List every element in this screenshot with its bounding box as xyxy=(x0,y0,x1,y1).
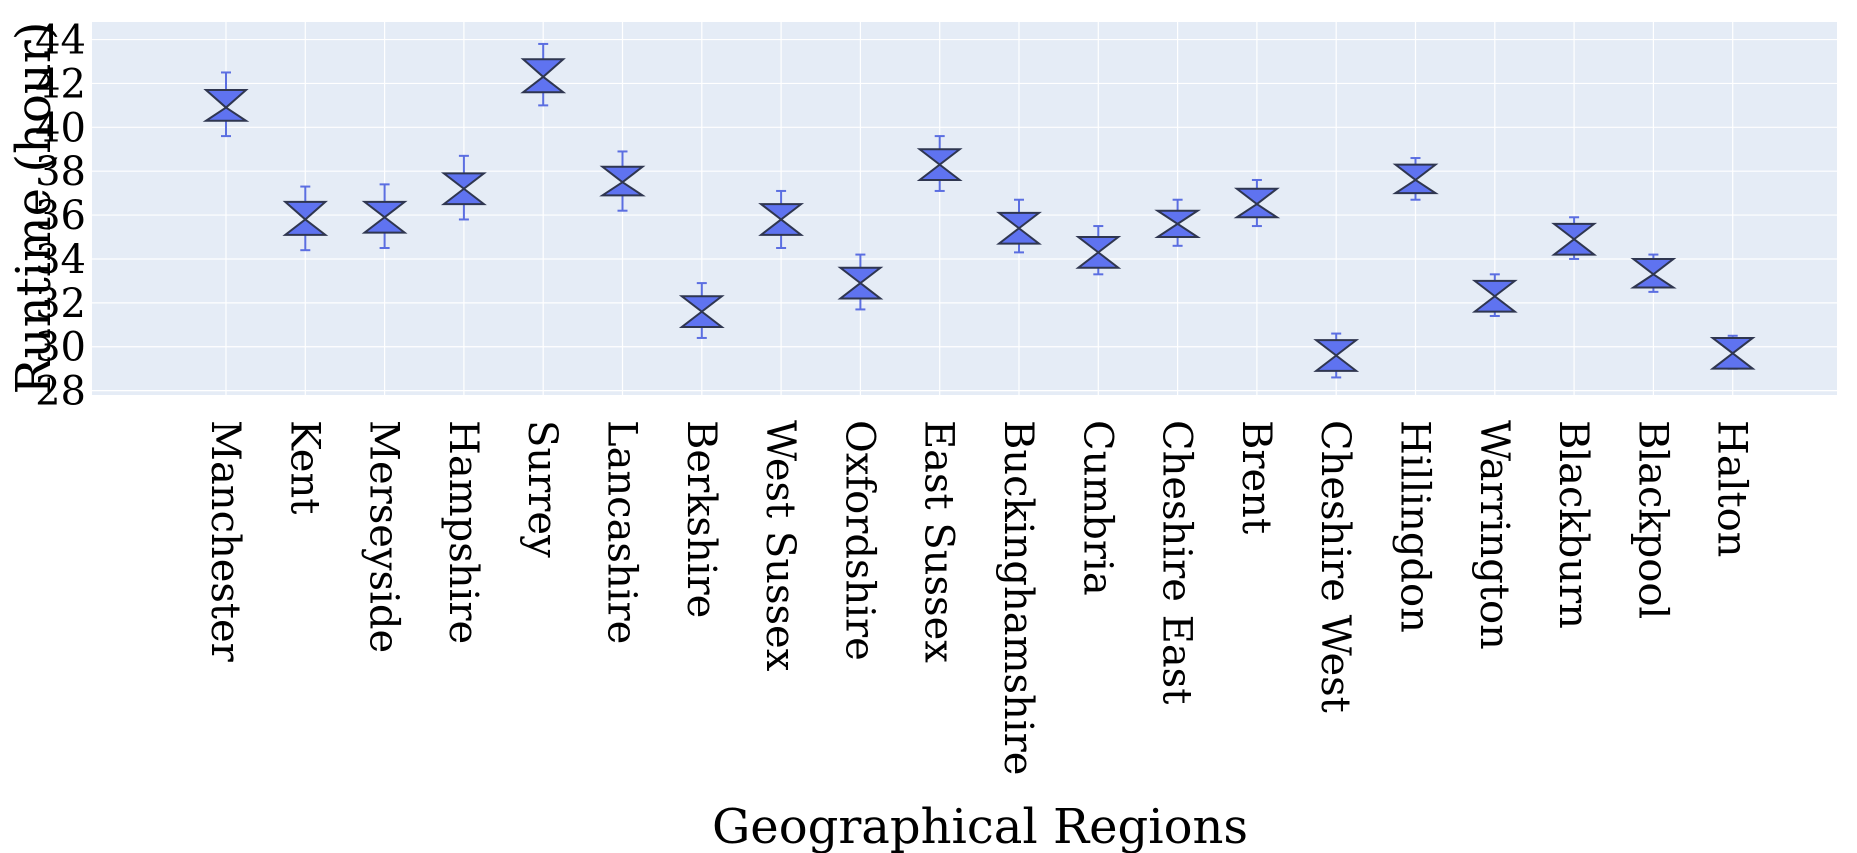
notched-box xyxy=(520,58,567,94)
x-tick-label: Berkshire xyxy=(678,420,724,618)
x-tick-label: Warrington xyxy=(1471,420,1517,650)
box-manchester xyxy=(202,71,250,138)
x-tick-label: Surrey xyxy=(519,420,565,558)
x-tick-label: Merseyside xyxy=(361,420,407,653)
notched-box xyxy=(837,266,884,300)
notched-box xyxy=(202,89,250,122)
notched-box xyxy=(599,165,646,197)
box-cheshire-east xyxy=(1154,198,1201,247)
box-halton xyxy=(1709,334,1756,370)
notched-box xyxy=(440,172,487,206)
notched-box xyxy=(996,211,1042,245)
x-tick-label: Cheshire West xyxy=(1312,420,1358,713)
x-tick-label: Hillingdon xyxy=(1392,420,1438,633)
x-axis-label: Geographical Regions xyxy=(712,799,1248,853)
x-tick-label: Blackburn xyxy=(1550,420,1596,629)
x-tick-label: Kent xyxy=(281,420,327,514)
box-west-sussex xyxy=(758,189,805,249)
x-tick-label: West Sussex xyxy=(757,420,803,672)
y-tick-label: 34 xyxy=(35,237,86,283)
x-tick-label: Buckinghamshire xyxy=(995,420,1041,775)
box-hampshire xyxy=(440,154,487,221)
box-kent xyxy=(282,185,329,252)
box-merseyside xyxy=(361,183,408,249)
x-tick-label: Cumbria xyxy=(1074,420,1120,596)
box-surrey xyxy=(520,42,567,107)
y-tick-label: 32 xyxy=(35,281,86,327)
y-axis-label: Runtime (hour) xyxy=(6,22,62,395)
box-warrington xyxy=(1471,273,1518,318)
box-cumbria xyxy=(1075,225,1122,276)
x-tick-label: East Sussex xyxy=(916,420,962,663)
notched-box xyxy=(1313,339,1360,372)
notched-box xyxy=(1471,279,1518,313)
box-cheshire-west xyxy=(1313,332,1360,379)
x-tick-label: Oxfordshire xyxy=(836,420,882,661)
box-blackburn xyxy=(1551,216,1598,260)
x-axis-ticks: Manchester Kent Merseyside Hampshire Surrey L… xyxy=(202,420,1755,775)
box-east-sussex xyxy=(916,135,963,192)
notched-box xyxy=(758,203,805,236)
box-berkshire xyxy=(678,282,725,339)
notched-box xyxy=(916,148,963,181)
x-tick-label: Halton xyxy=(1709,420,1755,557)
notched-box xyxy=(361,200,408,234)
box-blackpool xyxy=(1630,253,1677,293)
x-tick-label: Hampshire xyxy=(440,420,486,644)
x-tick-label: Cheshire East xyxy=(1154,420,1200,704)
x-tick-label: Brent xyxy=(1233,420,1279,534)
notched-box xyxy=(678,295,725,328)
plot-area xyxy=(92,22,1837,395)
notched-box xyxy=(1551,222,1598,256)
x-tick-label: Manchester xyxy=(202,420,248,663)
y-tick-label: 28 xyxy=(35,369,86,415)
box-lancashire xyxy=(599,150,646,212)
y-tick-label: 40 xyxy=(35,105,86,151)
y-tick-label: 36 xyxy=(35,193,86,239)
notched-box xyxy=(1392,163,1439,195)
box-buckinghamshire xyxy=(996,198,1042,254)
box-hillingdon xyxy=(1392,157,1439,201)
notched-box xyxy=(1630,257,1677,289)
box-series xyxy=(202,42,1756,379)
notched-box xyxy=(1075,236,1122,269)
y-tick-label: 42 xyxy=(35,61,86,107)
y-tick-label: 30 xyxy=(35,325,86,371)
box-brent xyxy=(1233,178,1281,228)
notched-box xyxy=(1709,336,1756,370)
y-tick-label: 38 xyxy=(35,149,86,195)
y-tick-label: 44 xyxy=(35,18,86,64)
notched-box xyxy=(1233,187,1281,219)
notched-box xyxy=(282,200,329,236)
x-tick-label: Blackpool xyxy=(1629,420,1675,619)
x-tick-label: Lancashire xyxy=(599,420,645,644)
box-oxfordshire xyxy=(837,253,884,311)
notched-box xyxy=(1154,209,1201,239)
